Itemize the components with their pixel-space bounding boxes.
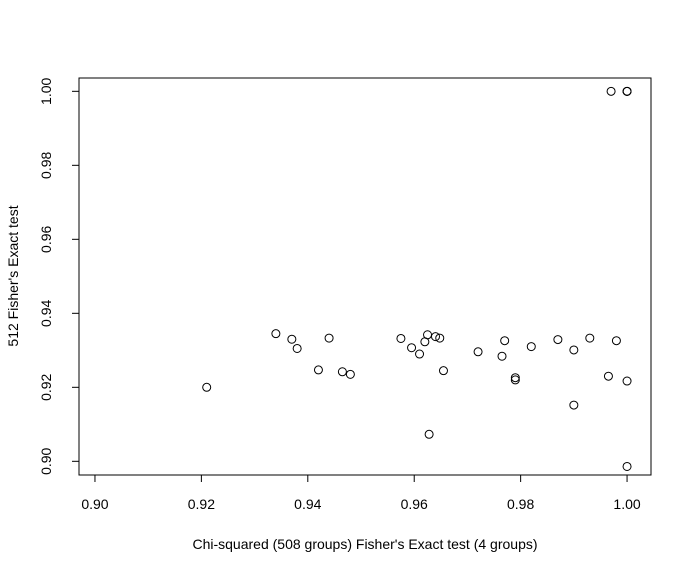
data-point xyxy=(603,371,613,381)
data-point xyxy=(435,333,445,343)
data-point xyxy=(622,461,632,471)
data-point xyxy=(510,375,520,385)
y-tick-label: 0.98 xyxy=(38,151,54,178)
data-point xyxy=(407,343,417,353)
y-tick-label: 0.94 xyxy=(38,299,54,326)
x-tick-label: 0.98 xyxy=(507,496,534,512)
x-tick-label: 0.96 xyxy=(401,496,428,512)
plot-box xyxy=(78,77,652,476)
data-point xyxy=(500,336,510,346)
data-point xyxy=(423,330,433,340)
y-tick-label: 1.00 xyxy=(38,77,54,104)
data-point xyxy=(324,333,334,343)
data-point xyxy=(337,367,347,377)
y-tick-label: 0.96 xyxy=(38,225,54,252)
data-point xyxy=(424,429,434,439)
data-point xyxy=(396,333,406,343)
y-tick-label: 0.92 xyxy=(38,373,54,400)
data-point xyxy=(415,349,425,359)
data-point xyxy=(510,373,520,383)
data-point xyxy=(622,376,632,386)
data-point xyxy=(611,336,621,346)
data-point xyxy=(622,86,632,96)
data-point xyxy=(438,366,448,376)
data-point xyxy=(431,332,441,342)
data-point xyxy=(553,335,563,345)
data-point xyxy=(202,382,212,392)
data-point xyxy=(345,369,355,379)
data-point xyxy=(606,86,616,96)
data-point xyxy=(292,343,302,353)
data-points xyxy=(202,86,632,471)
data-point xyxy=(473,347,483,357)
x-tick-label: 1.00 xyxy=(613,496,640,512)
x-tick-label: 0.92 xyxy=(188,496,215,512)
x-axis-label: Chi-squared (508 groups) Fisher's Exact … xyxy=(192,536,537,552)
data-point xyxy=(526,342,536,352)
y-axis: 0.90 0.92 0.94 0.96 0.98 1.00 xyxy=(38,77,79,475)
data-point xyxy=(313,365,323,375)
data-point xyxy=(497,351,507,361)
data-point xyxy=(271,329,281,339)
x-tick-label: 0.94 xyxy=(294,496,321,512)
y-axis-label: 512 Fisher's Exact test xyxy=(5,205,21,346)
data-point xyxy=(585,333,595,343)
data-point xyxy=(569,400,579,410)
data-point xyxy=(569,345,579,355)
y-tick-label: 0.90 xyxy=(38,447,54,474)
data-point xyxy=(287,334,297,344)
x-axis: 0.90 0.92 0.94 0.96 0.98 1.00 xyxy=(81,475,641,512)
x-tick-label: 0.90 xyxy=(81,496,108,512)
